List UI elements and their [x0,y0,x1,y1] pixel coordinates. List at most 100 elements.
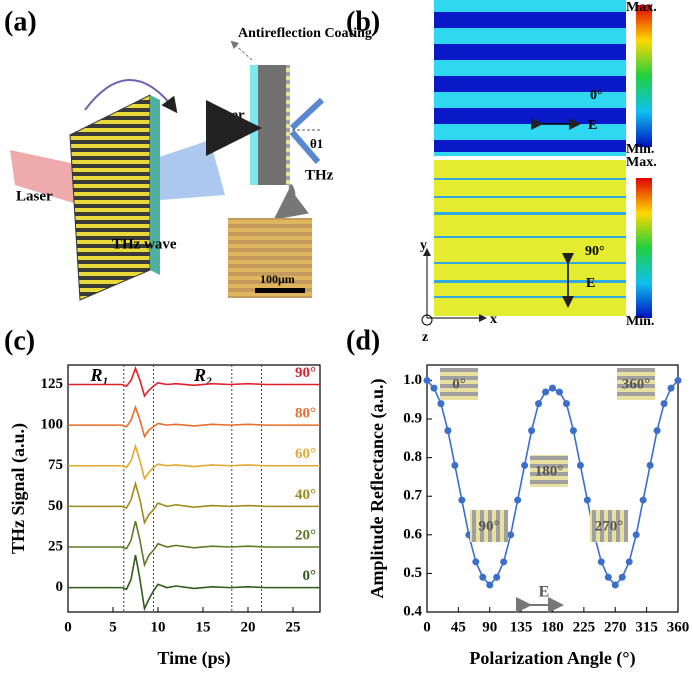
x-tick-label: 15 [196,619,211,635]
x-tick-label: 270 [604,619,627,635]
x-axis-label: Time (ps) [157,648,230,669]
series-line [68,365,320,398]
y-tick-label: 0.8 [403,449,422,465]
x-tick-label: 0 [64,619,72,635]
zoom-arrow [273,183,309,220]
label: 100μm [260,272,295,286]
x-axis-label: Polarization Angle (°) [469,648,635,669]
panel-label: (b) [346,6,380,37]
series-line [68,443,320,481]
sample [69,94,151,301]
data-point [535,400,543,408]
pointer [230,40,253,61]
data-point [576,461,584,469]
data-point [562,400,570,408]
x-tick-label: 25 [286,619,301,635]
data-point [521,461,529,469]
data-point [528,427,536,435]
panel-label: (d) [346,325,380,356]
label: THz wave [112,236,177,252]
panel-b: (b) Max. Min. Max. Min. 0° E 90° E y x z [346,0,657,345]
data-point [667,384,675,392]
data-point [479,573,487,581]
data-point [604,573,612,581]
z-symbol [421,314,433,326]
coating [250,65,258,185]
series-label: 0° [303,568,317,584]
data-point [500,558,508,566]
x-tick-label: 315 [635,619,658,635]
thz-beam [150,140,225,200]
y-axis-label: Amplitude Reflectance (a.u.) [367,379,388,599]
data-point [472,558,480,566]
inset-pattern [440,368,478,400]
data-point [646,461,654,469]
y-axis-label: THz Signal (a.u.) [8,423,29,554]
label: Min. [626,142,654,157]
data-point [611,581,619,589]
series-label: 80° [295,406,316,422]
thz-arrow [289,97,325,131]
e-label: E [539,584,550,601]
series-label: 40° [295,487,316,503]
panel-label: (c) [4,325,35,356]
x-tick-label: 180 [541,619,564,635]
inset-label: 90° [479,518,500,534]
data-point [549,384,556,392]
panel-a: (a) Laser THz wave Antireflection Coatin… [4,6,372,301]
y-tick-label: 1.0 [403,372,422,388]
data-point [486,581,494,589]
x-tick-label: 10 [151,619,166,635]
data-point [444,427,452,435]
data-point [542,388,550,396]
label: 90° [585,244,605,259]
series-label: 20° [295,527,316,543]
y-tick-label: 0.5 [403,565,422,581]
label: Max. [626,0,657,15]
x-tick-label: 5 [109,619,117,635]
substrate [258,65,286,185]
y-tick-label: 50 [48,498,63,514]
colorbar [636,5,652,147]
data-point [625,558,633,566]
series-label: 90° [295,365,316,381]
label: E [586,276,595,291]
y-tick-label: 0.9 [403,410,422,426]
laser-beam [10,150,80,205]
x-tick-label: 135 [510,619,533,635]
label: Min. [626,314,654,329]
label: θ1 [310,136,323,151]
y-tick-label: 0.4 [403,603,422,619]
label: Max. [626,155,657,170]
series-line [68,554,320,612]
data-point [458,496,466,504]
data-point [569,427,577,435]
inset-label: 270° [595,518,624,534]
data-point [583,496,591,504]
data-point [632,531,640,539]
inset-label: 360° [622,376,651,392]
y-tick-label: 100 [41,417,64,433]
series-line [68,404,320,439]
thz-arrow [289,130,321,164]
data-point [660,400,668,408]
x-tick-label: 225 [573,619,596,635]
micrograph-tint [228,218,312,298]
label: y [420,238,427,253]
panel-label: (a) [4,6,37,37]
data-point [639,496,647,504]
series-line [68,480,320,525]
inset-pattern [617,368,655,400]
label: THz [305,167,334,183]
rotation-arrow [84,79,178,114]
scale-bar [255,288,305,293]
plot-frame [426,364,679,613]
field-stripes [434,178,626,298]
plot-frame [67,364,321,613]
label: Laser [16,188,53,204]
inset-label: 180° [535,463,564,479]
x-tick-label: 20 [241,619,256,635]
y-tick-label: 0.6 [403,526,422,542]
grating [286,65,290,185]
annotation: R₁ [90,365,109,385]
